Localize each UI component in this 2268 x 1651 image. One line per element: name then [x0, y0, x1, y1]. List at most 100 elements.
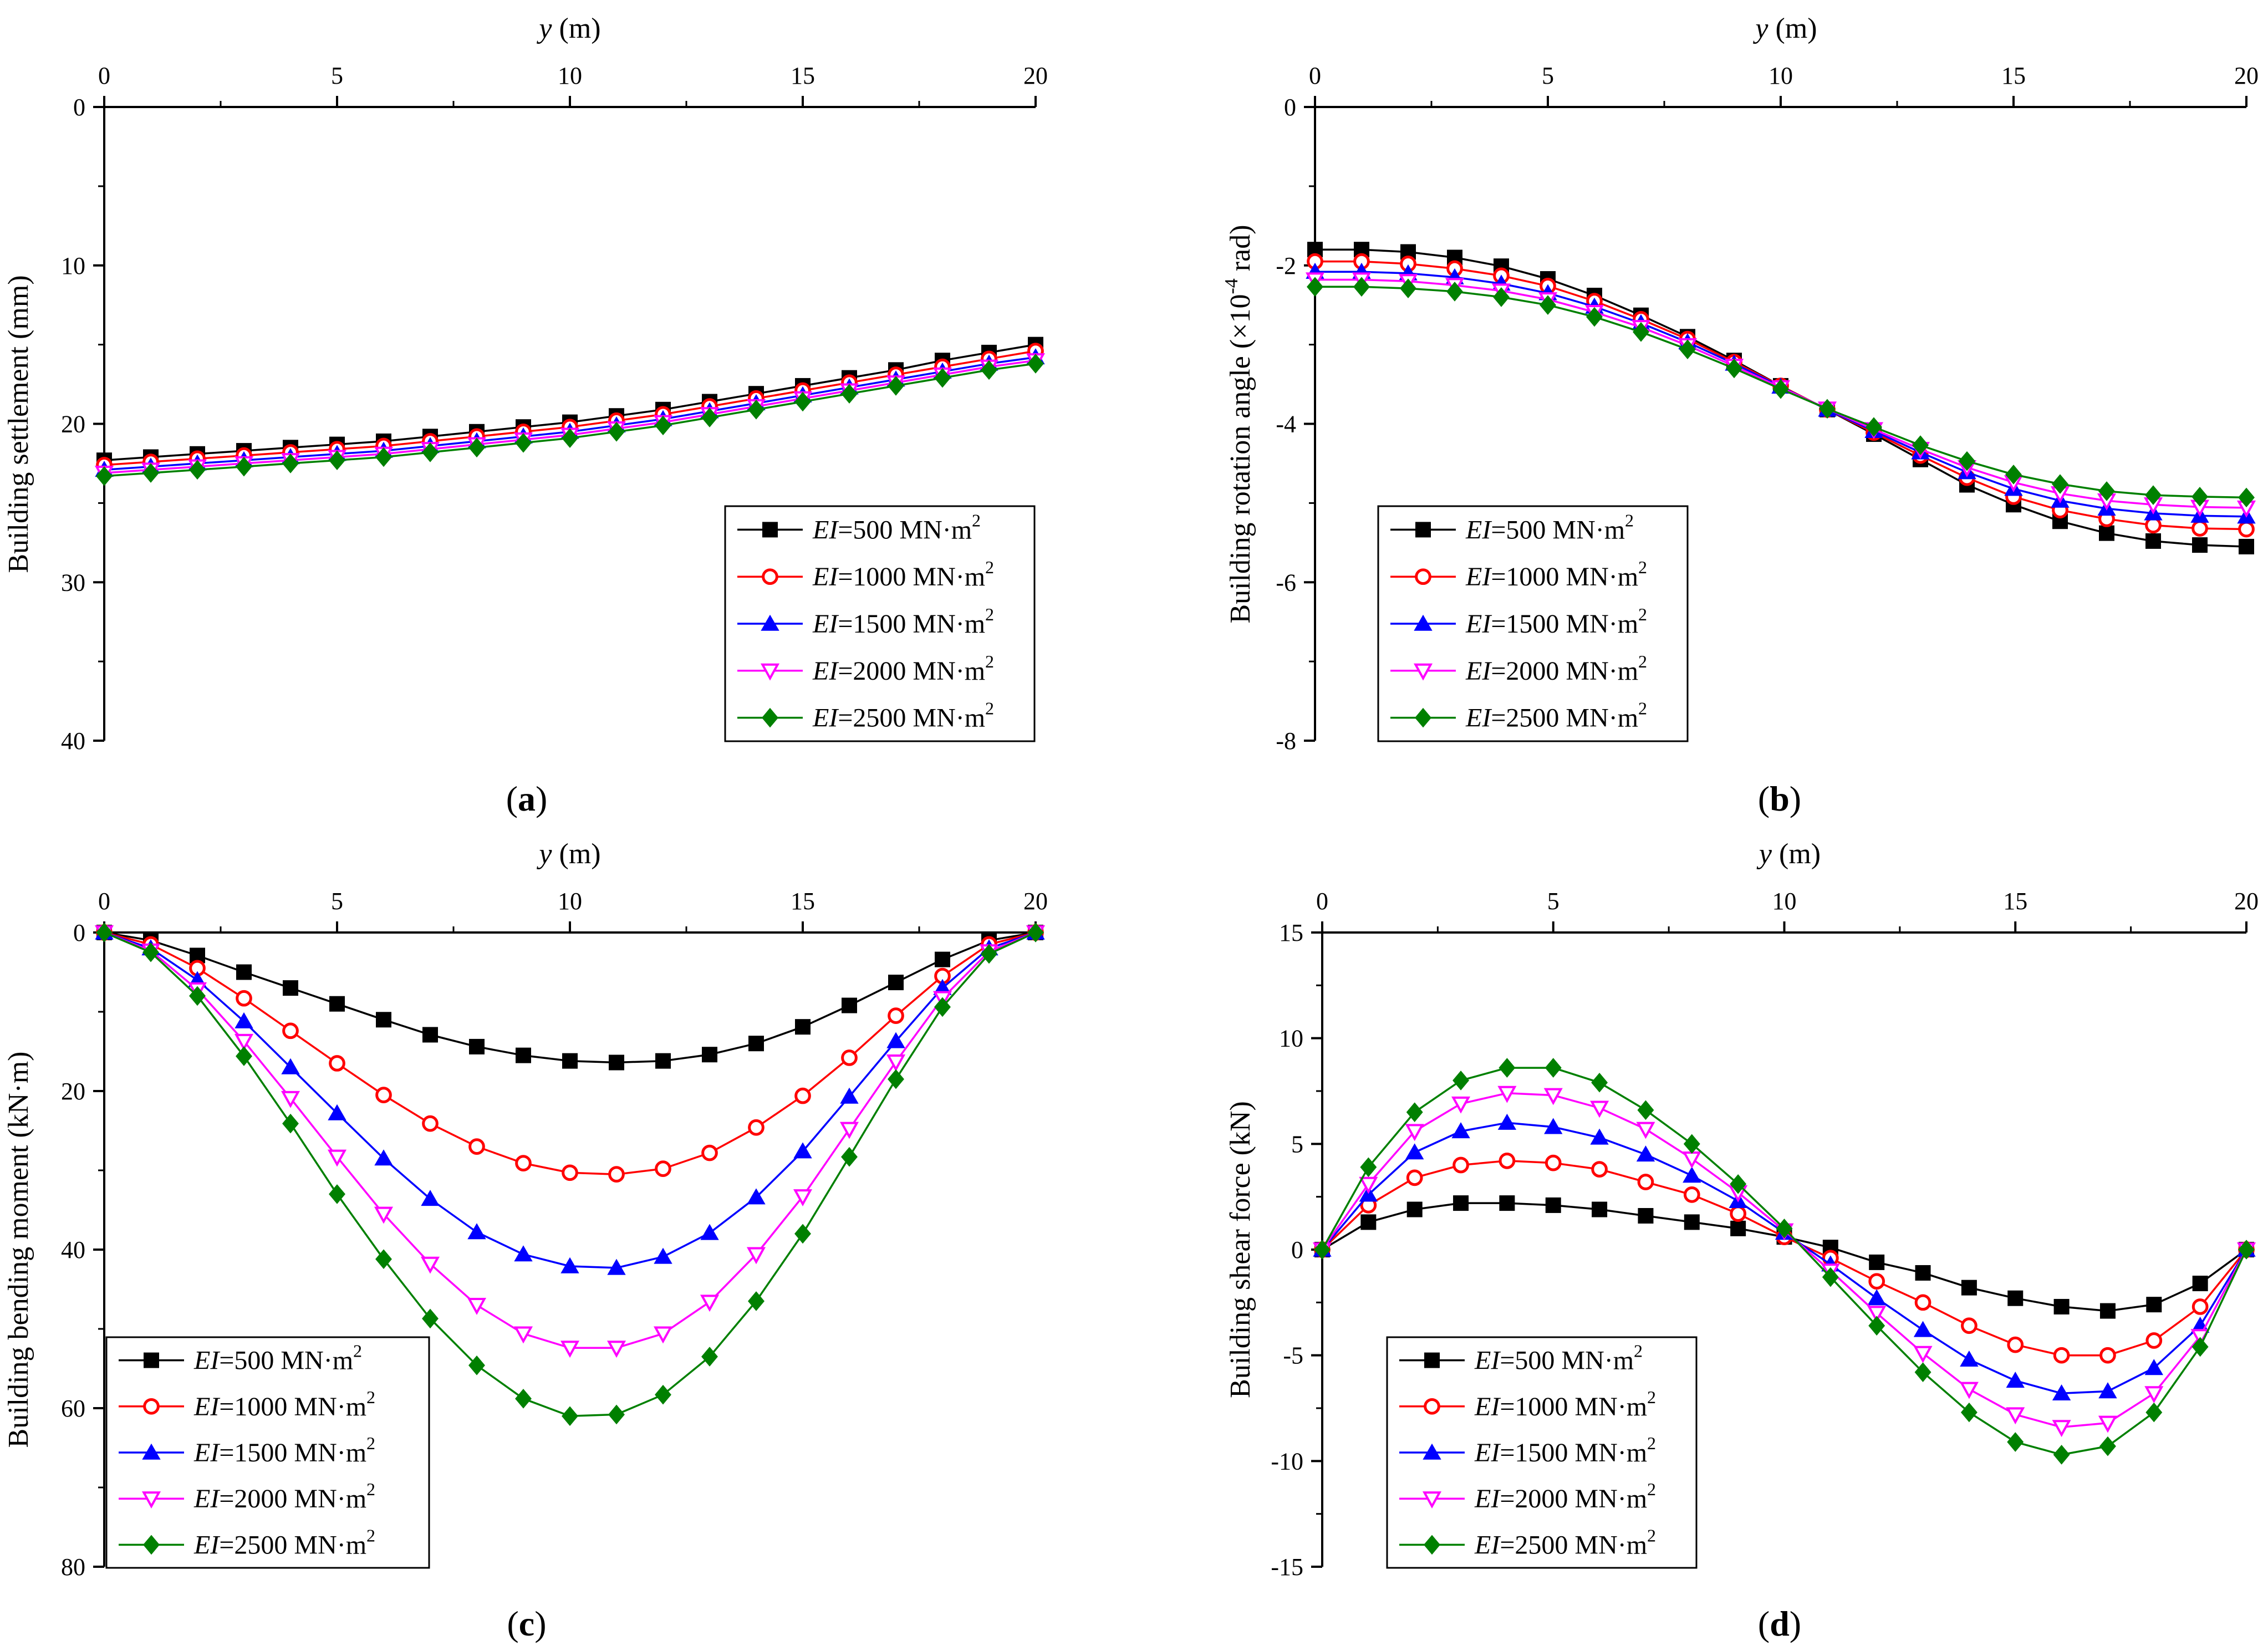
data-point: [1545, 1197, 1561, 1213]
y-tick-label: 40: [61, 1236, 85, 1263]
data-point: [746, 1247, 766, 1265]
series-3: [95, 923, 1045, 1275]
data-point: [560, 1341, 580, 1358]
x-tick-label: 0: [98, 62, 110, 89]
y-tick-label: 30: [61, 569, 85, 596]
legend-marker: [760, 663, 780, 681]
legend-entry: EI=1000 MN·m2: [119, 1387, 375, 1421]
y-axis-title: Building shear force (kN): [1225, 1101, 1256, 1398]
data-point: [375, 1087, 392, 1104]
data-point: [1913, 1346, 1933, 1363]
data-point: [1684, 1214, 1700, 1230]
data-point: [1730, 1220, 1746, 1236]
data-point: [1633, 322, 1649, 342]
data-point: [1679, 339, 1696, 360]
legend-label: EI=2500 MN·m2: [812, 699, 994, 733]
x-tick-label: 15: [2003, 888, 2027, 915]
data-point: [421, 1190, 440, 1206]
x-axis-unit: (m): [552, 13, 601, 44]
legend-label: EI=500 MN·m2: [1465, 510, 1634, 544]
data-point: [234, 1033, 254, 1051]
legend-label: EI=2000 MN·m2: [1474, 1479, 1656, 1514]
y-tick-label: 15: [1279, 919, 1303, 946]
data-point: [2098, 1415, 2117, 1433]
legend-marker: [141, 1491, 161, 1509]
data-point: [329, 450, 345, 471]
legend-entry: EI=500 MN·m2: [737, 510, 981, 544]
x-tick-label: 20: [1023, 62, 1048, 89]
data-point: [236, 456, 252, 477]
data-point: [2239, 538, 2254, 554]
x-tick-label: 15: [791, 62, 815, 89]
data-point: [839, 1122, 859, 1139]
data-point: [1868, 1316, 1885, 1336]
legend-marker: [143, 1398, 160, 1415]
data-point: [1636, 1122, 1655, 1139]
x-axis-title: y (m): [1756, 838, 1821, 870]
data-point: [655, 1160, 671, 1177]
legend-label: EI=2500 MN·m2: [1474, 1525, 1656, 1560]
legend-label: EI=500 MN·m2: [1474, 1341, 1643, 1375]
data-point: [2145, 533, 2161, 549]
data-point: [2145, 517, 2162, 534]
legend-entry: EI=500 MN·m2: [1399, 1341, 1643, 1375]
data-point: [1406, 1102, 1423, 1122]
legend-label: EI=1500 MN·m2: [1465, 604, 1647, 639]
legend-entry: EI=1500 MN·m2: [1390, 604, 1647, 639]
legend-entry: EI=2000 MN·m2: [119, 1479, 375, 1514]
data-point: [748, 1036, 764, 1052]
data-point: [934, 997, 951, 1017]
data-point: [841, 384, 858, 404]
legend-entry: EI=2000 MN·m2: [1390, 651, 1647, 686]
data-point: [562, 1053, 578, 1069]
data-point: [2007, 1432, 2024, 1452]
data-point: [468, 1138, 485, 1155]
data-point: [375, 447, 392, 467]
data-point: [1545, 1154, 1562, 1171]
data-point: [1359, 1176, 1378, 1194]
data-point: [2052, 474, 2068, 494]
x-axis-variable: y: [1752, 13, 1768, 44]
data-point: [1866, 417, 1882, 437]
legend-marker: [1422, 1491, 1442, 1509]
data-point: [282, 1022, 299, 1039]
data-point: [1730, 1205, 1746, 1222]
y-tick-label: -6: [1276, 569, 1296, 596]
data-point: [2006, 1372, 2025, 1388]
x-tick-label: 20: [2234, 888, 2259, 915]
legend-entry: EI=2000 MN·m2: [737, 651, 994, 686]
data-point: [2238, 1240, 2255, 1260]
y-tick-label: 40: [61, 727, 85, 755]
data-point: [748, 1119, 765, 1136]
data-point: [2145, 485, 2162, 505]
x-tick-label: 10: [1768, 62, 1793, 89]
series-2: [96, 924, 1044, 1183]
y-axis-title: Building settlement (mm): [3, 275, 34, 573]
data-point: [981, 944, 997, 964]
data-point: [1914, 1362, 1931, 1382]
data-point: [1405, 1124, 1424, 1142]
data-point: [515, 1155, 532, 1171]
data-point: [281, 1058, 300, 1074]
legend-label: EI=2500 MN·m2: [193, 1525, 375, 1560]
data-point: [1400, 278, 1416, 298]
legend-marker: [762, 707, 778, 728]
data-point: [1406, 1201, 1423, 1217]
y-tick-label: 80: [61, 1553, 85, 1581]
legend-marker: [1424, 1535, 1440, 1555]
data-point: [1683, 1166, 1701, 1183]
data-point: [96, 466, 113, 486]
x-tick-label: 0: [98, 888, 110, 915]
data-point: [1912, 435, 1929, 455]
series-5: [96, 923, 1044, 1426]
data-point: [235, 1012, 253, 1028]
data-point: [420, 1256, 440, 1274]
data-point: [513, 1326, 533, 1344]
x-tick-label: 5: [331, 62, 343, 89]
data-point: [1543, 1088, 1563, 1105]
data-point: [1822, 1267, 1839, 1287]
data-point: [1961, 1317, 1978, 1334]
data-point: [1867, 1289, 1886, 1306]
data-point: [701, 407, 718, 427]
